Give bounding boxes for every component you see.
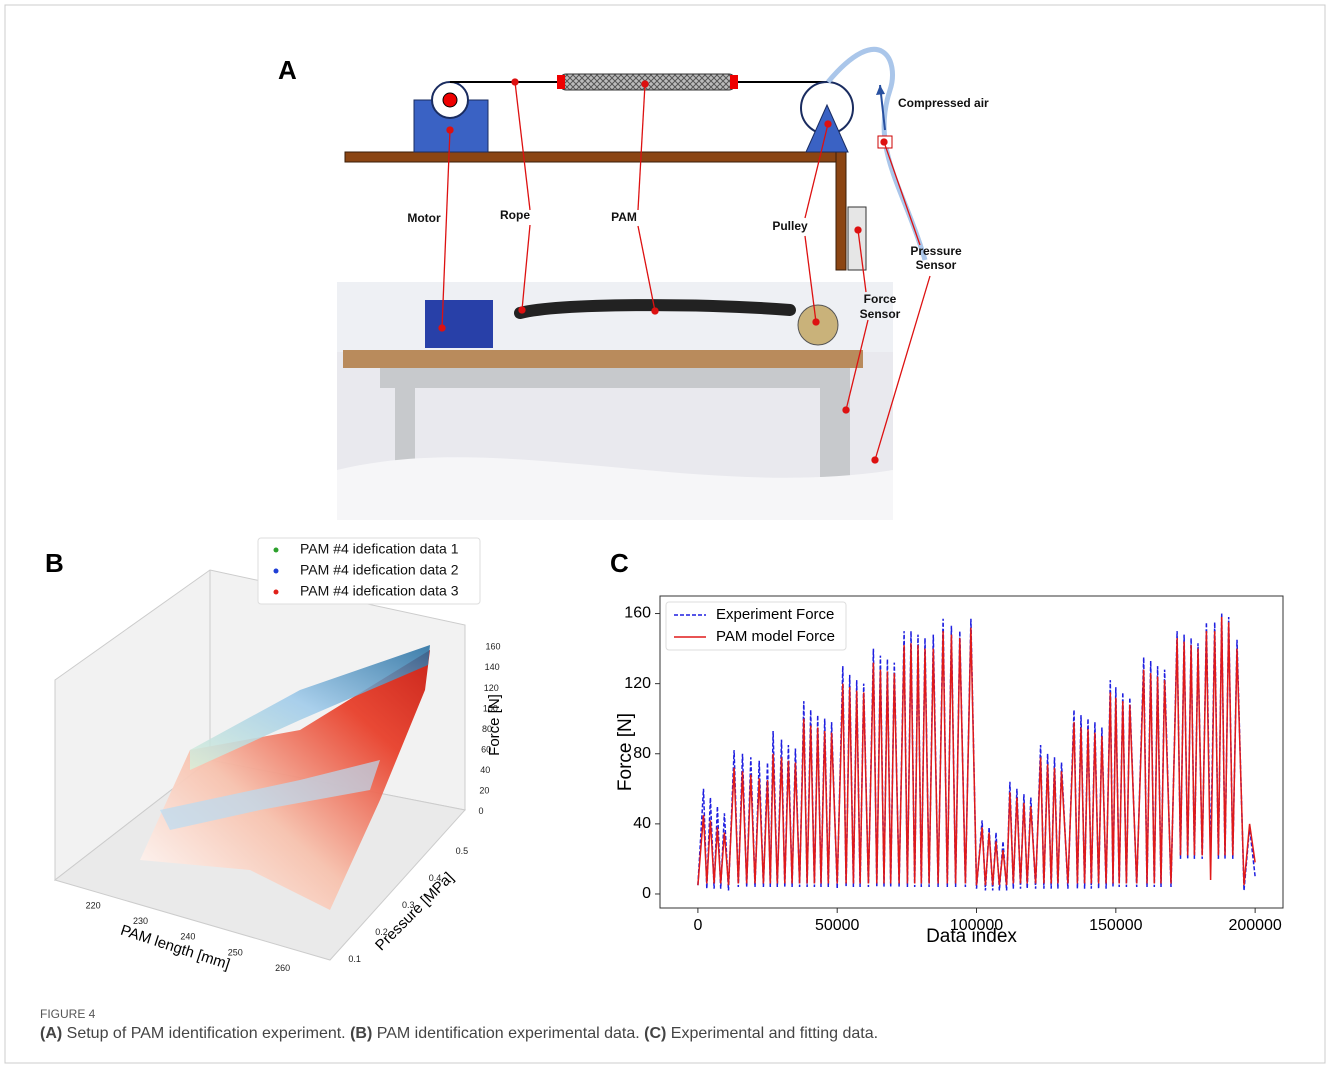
setup-diagram: A Motor Rope: [278, 46, 989, 520]
z-tick-label: 160: [486, 642, 501, 652]
x-tick-label: 260: [275, 963, 290, 973]
legend-box: [665, 601, 847, 651]
caption-text: Setup of PAM identification experiment.: [62, 1025, 350, 1042]
x-tick-label: 0: [693, 917, 702, 934]
y-tick-label: 40: [633, 815, 651, 832]
caption-text: Experimental and fitting data.: [666, 1025, 878, 1042]
panel-label: B: [45, 548, 64, 578]
z-tick-label: 60: [481, 744, 491, 754]
legend-label: PAM model Force: [716, 628, 835, 645]
label: Motor: [407, 211, 441, 225]
y-tick-label: 0.2: [375, 927, 388, 937]
series-line: [697, 616, 1256, 886]
legend-label: Experiment Force: [716, 606, 834, 623]
legend-label: PAM #4 idefication data 1: [300, 541, 459, 557]
label: Compressed air: [898, 96, 989, 110]
x-tick-label: 230: [133, 916, 148, 926]
label: Force: [864, 292, 897, 306]
caption: (A) Setup of PAM identification experime…: [40, 1025, 878, 1042]
legend-marker: [273, 589, 279, 595]
y-tick-label: 120: [624, 675, 651, 692]
y-axis-label: Force [N]: [615, 713, 636, 791]
z-tick-label: 140: [485, 662, 500, 672]
frame: [4, 4, 1326, 1064]
caption-bold: (C): [644, 1025, 666, 1042]
y-tick-label: 0.5: [456, 846, 469, 856]
x-axis-label: Data index: [926, 926, 1017, 947]
z-tick-label: 20: [479, 786, 489, 796]
z-axis-label: Force [N]: [486, 694, 503, 756]
y-tick-label: 0.1: [348, 954, 361, 964]
x-tick-label: 200000: [1228, 917, 1281, 934]
z-tick-label: 120: [484, 683, 499, 693]
y-tick-label: 0.4: [429, 873, 442, 883]
label: PAM: [611, 210, 637, 224]
z-tick-label: 40: [480, 765, 490, 775]
legend-label: PAM #4 idefication data 2: [300, 562, 459, 578]
x-tick-label: 250: [228, 947, 243, 957]
caption-text: PAM identification experimental data.: [372, 1025, 644, 1042]
label: Pressure: [910, 244, 962, 258]
legend-marker: [273, 568, 279, 574]
figure-label: FIGURE 4: [40, 1007, 96, 1021]
legend-marker: [273, 547, 279, 553]
x-tick-label: 220: [86, 900, 101, 910]
scatter3d-box: [53, 569, 466, 961]
panel-label: C: [610, 548, 629, 578]
x-tick-label: 240: [180, 932, 195, 942]
caption-bold: (B): [350, 1025, 372, 1042]
x-tick-label: 150000: [1089, 917, 1142, 934]
y-tick-label: 0.3: [402, 900, 415, 910]
legend-box: [257, 537, 481, 605]
label: Rope: [500, 208, 530, 222]
label: Sensor: [916, 258, 957, 272]
caption-bold: (A): [40, 1025, 62, 1042]
y-tick-label: 0: [642, 885, 651, 902]
panel-label: A: [278, 55, 297, 85]
x-axis-label: PAM length [mm]: [118, 922, 232, 973]
x-tick-label: 50000: [815, 917, 860, 934]
label: Pulley: [772, 219, 808, 233]
legend-label: PAM #4 idefication data 3: [300, 583, 459, 599]
label: Sensor: [860, 307, 901, 321]
y-tick-label: 80: [633, 745, 651, 762]
chart-c: C 0 40 80 120 160 0 50000 100000 150000 200000 Data…: [610, 548, 1284, 947]
z-tick-label: 100: [483, 703, 498, 713]
y-tick-label: 160: [624, 605, 651, 622]
z-tick-label: 0: [478, 806, 483, 816]
x-tick-label: 100000: [950, 917, 1003, 934]
z-tick-label: 80: [482, 724, 492, 734]
